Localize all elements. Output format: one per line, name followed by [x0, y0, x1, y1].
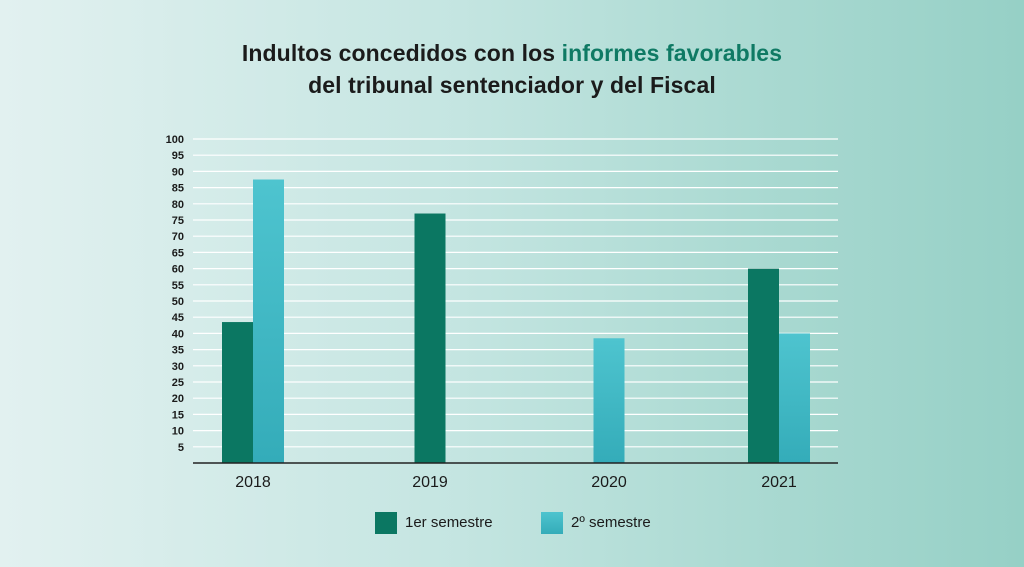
x-tick-label: 2021	[761, 474, 797, 491]
x-tick-label: 2018	[235, 474, 271, 491]
chart-title-line-2: del tribunal sentenciador y del Fiscal	[308, 72, 716, 98]
bar-series1-2018	[222, 322, 253, 463]
y-tick-label: 30	[172, 361, 184, 373]
bar-series1-2021	[748, 268, 779, 463]
y-tick-label: 85	[172, 183, 184, 195]
legend-swatch-series1-icon	[375, 512, 397, 534]
chart-title-line-1: Indultos concedidos con los informes fav…	[0, 40, 1024, 67]
bar-series2-2018	[253, 179, 284, 463]
y-tick-label: 60	[172, 264, 184, 276]
y-tick-label: 25	[172, 377, 184, 389]
y-tick-label: 70	[172, 231, 184, 243]
y-tick-label: 45	[172, 312, 184, 324]
x-tick-label: 2020	[591, 474, 627, 491]
y-tick-label: 80	[172, 199, 184, 211]
title-prefix: Indultos concedidos con los	[241, 40, 562, 66]
y-tick-label: 10	[172, 426, 184, 438]
x-tick-label: 2019	[412, 474, 448, 491]
y-tick-label: 100	[166, 134, 184, 146]
gridlines	[193, 138, 838, 448]
bar-series1-2019	[414, 213, 446, 463]
bars	[222, 179, 810, 463]
y-tick-label: 95	[172, 150, 184, 162]
y-tick-label: 20	[172, 393, 184, 405]
y-tick-label: 40	[172, 328, 184, 340]
y-tick-label: 5	[178, 442, 184, 454]
y-tick-label: 35	[172, 345, 184, 357]
y-tick-label: 55	[172, 280, 184, 292]
y-tick-label: 65	[172, 247, 184, 259]
y-tick-label: 50	[172, 296, 184, 308]
y-tick-label: 90	[172, 166, 184, 178]
y-tick-label: 15	[172, 409, 184, 421]
bar-series2-2020	[593, 338, 625, 463]
y-tick-label: 75	[172, 215, 184, 227]
legend-label: 2º semestre	[571, 514, 651, 531]
legend-swatch-series2-icon	[541, 512, 563, 534]
title-highlight: informes favorables	[561, 40, 783, 66]
legend-label: 1er semestre	[405, 514, 493, 531]
axes: 5 10 15 20 25 30 35 40 45 50 55 60 65 70 75 80 85 90 95 100…	[166, 134, 838, 491]
bar-series2-2021	[779, 333, 810, 463]
